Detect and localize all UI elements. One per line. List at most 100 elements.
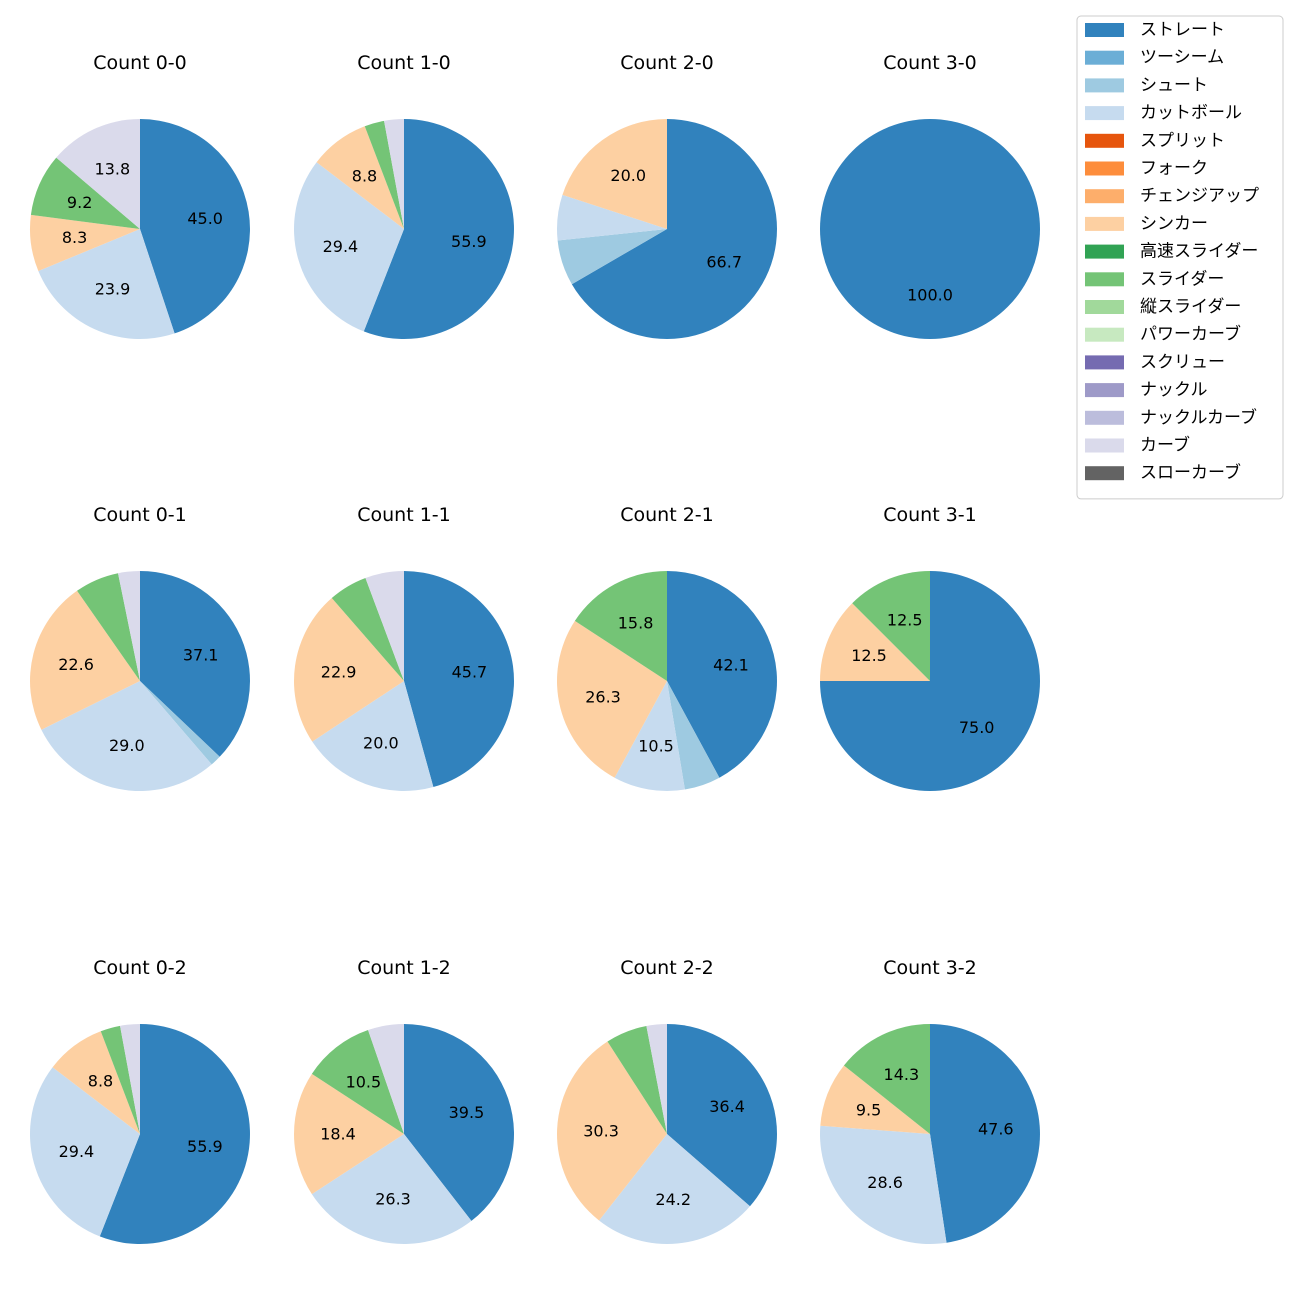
legend-label: フォーク	[1140, 159, 1208, 179]
pie-slice	[930, 1024, 1040, 1243]
pie-slice	[852, 571, 930, 681]
legend-label: パワーカーブ	[1140, 324, 1241, 345]
pie-slice	[667, 571, 777, 778]
legend-swatch	[1085, 383, 1124, 398]
pie-title: Count 1-2	[357, 957, 451, 979]
pie-slice	[312, 681, 434, 792]
pie-slice	[311, 1134, 472, 1245]
pie-slice	[316, 126, 404, 229]
legend-label: 縦スライダー	[1140, 297, 1241, 317]
pie-slice	[77, 573, 140, 681]
pie-chart: Count 2-0 66.7 20.0	[557, 52, 777, 339]
slice-label: 45.0	[187, 209, 223, 228]
slice-label: 26.3	[375, 1190, 411, 1209]
pie-slice	[38, 229, 175, 339]
pie-title: Count 1-0	[357, 52, 451, 74]
legend-label: スクリュー	[1140, 352, 1225, 372]
pie-slice	[667, 681, 720, 790]
pie-title: Count 2-2	[620, 957, 714, 979]
slice-label: 37.1	[183, 645, 219, 664]
legend-swatch	[1085, 272, 1124, 287]
pie-chart: Count 0-0 45.0 23.9 8.3 9.213.8	[30, 52, 250, 339]
slice-label: 39.5	[449, 1103, 485, 1122]
pie-slice	[30, 590, 141, 730]
pie-slice	[364, 120, 404, 229]
pie-slice	[100, 1025, 140, 1134]
legend-label: 高速スライダー	[1140, 242, 1258, 262]
pie-slice	[30, 214, 140, 272]
slice-label: 12.5	[887, 611, 923, 630]
pie-slice	[294, 1073, 404, 1195]
pie-slice	[120, 1024, 140, 1134]
pie-title: Count 3-1	[883, 504, 977, 526]
legend-label: チェンジアップ	[1140, 186, 1259, 206]
slice-label: 28.6	[867, 1173, 903, 1192]
pie-chart: Count 3-0 100.0	[820, 52, 1040, 339]
pie-slice	[29, 1067, 140, 1237]
legend-swatch	[1085, 78, 1124, 93]
pie-title: Count 2-0	[620, 52, 714, 74]
slice-label: 100.0	[907, 286, 953, 305]
legend-label: ナックル	[1140, 380, 1208, 400]
pie-slice	[557, 1041, 667, 1221]
slice-label: 8.3	[62, 228, 87, 247]
slice-label: 22.9	[321, 663, 357, 682]
pie-slice	[404, 1024, 515, 1221]
legend-swatch	[1085, 216, 1124, 231]
pie-slice	[384, 119, 404, 229]
slice-label: 15.8	[618, 613, 654, 632]
pie-slice	[368, 1024, 404, 1134]
pie-title: Count 2-1	[620, 504, 714, 526]
pie-slice	[607, 1025, 667, 1134]
slice-label: 8.8	[88, 1072, 113, 1091]
pie-slice	[843, 1024, 930, 1134]
pie-chart: Count 1-1 45.7 20.0 22.9	[294, 504, 515, 792]
legend-label: スローカーブ	[1140, 462, 1241, 483]
slice-label: 8.8	[352, 167, 377, 186]
legend-label: ツーシーム	[1140, 48, 1224, 68]
legend-frame	[1076, 15, 1284, 500]
legend-swatch	[1085, 23, 1124, 37]
slice-label: 20.0	[363, 733, 399, 752]
slice-label: 29.4	[323, 237, 359, 256]
slice-label: 18.4	[320, 1125, 356, 1144]
pie-slice	[574, 571, 667, 681]
slice-label: 29.4	[59, 1142, 95, 1161]
pie-slice	[599, 1134, 750, 1244]
slice-label: 75.0	[959, 718, 995, 737]
legend-label: シュート	[1140, 75, 1208, 95]
pie-slice	[331, 577, 404, 681]
pie-slice	[365, 571, 404, 681]
pie-slice	[646, 1024, 667, 1134]
slice-label: 42.1	[713, 655, 749, 674]
slice-label: 13.8	[95, 160, 131, 179]
pie-slice	[99, 1024, 250, 1244]
pie-slice	[30, 157, 140, 229]
pie-chart: Count 2-2 36.4 24.2 30.3	[557, 957, 777, 1244]
slice-label: 24.2	[655, 1190, 691, 1209]
pie-slice	[820, 119, 1040, 339]
pie-chart: Count 1-0 55.9 29.4 8.8	[293, 52, 514, 339]
legend-swatch	[1085, 438, 1124, 453]
slice-label: 66.7	[706, 252, 742, 271]
pie-slice	[614, 681, 685, 792]
legend-swatch	[1085, 189, 1124, 204]
legend-swatch	[1085, 50, 1124, 65]
legend-label: カットボール	[1140, 103, 1242, 123]
pie-chart: Count 3-1 75.0 12.512.5	[820, 504, 1040, 791]
pie-chart: Count 0-2 55.9 29.4 8.8	[29, 957, 250, 1244]
legend-label: スライダー	[1140, 269, 1224, 289]
slice-label: 9.2	[67, 193, 92, 212]
pie-slice	[571, 119, 777, 339]
pie-chart: Count 2-1 42.1 10.5 26.3 15.8	[557, 504, 777, 792]
slice-label: 45.7	[452, 663, 488, 682]
pie-slice	[140, 571, 250, 757]
slice-label: 10.5	[638, 737, 674, 756]
pie-slice	[311, 1030, 404, 1134]
slice-label: 29.0	[109, 736, 145, 755]
slice-label: 23.9	[95, 280, 131, 299]
slice-label: 55.9	[451, 232, 487, 251]
legend-swatch	[1085, 327, 1124, 342]
legend-swatch	[1085, 161, 1124, 176]
